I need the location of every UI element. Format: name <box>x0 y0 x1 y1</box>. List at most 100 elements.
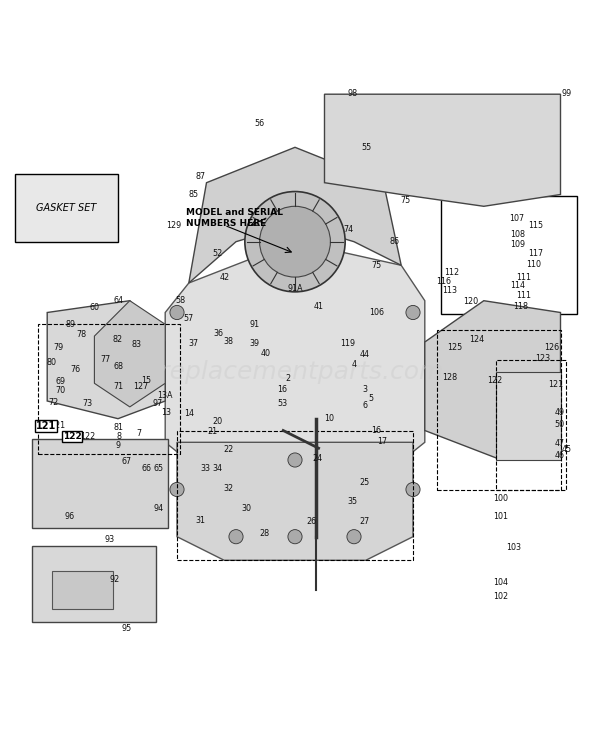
Text: 125: 125 <box>447 343 462 352</box>
Text: 77: 77 <box>100 355 110 364</box>
Text: 34: 34 <box>212 464 222 473</box>
Text: 95: 95 <box>122 623 132 632</box>
Text: 75: 75 <box>401 196 411 205</box>
Text: 109: 109 <box>510 240 526 249</box>
FancyBboxPatch shape <box>15 174 118 241</box>
Text: 112: 112 <box>444 268 459 277</box>
Text: 85: 85 <box>188 190 199 199</box>
Text: 13A: 13A <box>158 391 173 400</box>
Circle shape <box>347 530 361 544</box>
Text: 99: 99 <box>561 88 572 97</box>
Text: 32: 32 <box>224 484 234 493</box>
Text: 114: 114 <box>510 282 526 291</box>
Text: 108: 108 <box>510 230 526 239</box>
Text: 4: 4 <box>352 360 356 369</box>
Text: 64: 64 <box>113 296 123 305</box>
Text: 111: 111 <box>516 273 532 282</box>
Text: 94: 94 <box>153 504 163 513</box>
Polygon shape <box>189 147 401 283</box>
Text: 91: 91 <box>250 319 260 329</box>
Text: 129: 129 <box>166 221 182 230</box>
Polygon shape <box>425 301 560 460</box>
Text: GASKET SET: GASKET SET <box>36 203 97 212</box>
Text: 2: 2 <box>286 374 290 383</box>
Text: 96: 96 <box>64 511 75 521</box>
Text: 46: 46 <box>555 451 564 460</box>
Text: 70: 70 <box>55 386 65 395</box>
Text: 101: 101 <box>493 511 508 521</box>
Text: 74: 74 <box>343 225 353 234</box>
Text: 16: 16 <box>372 426 381 435</box>
Circle shape <box>170 482 184 496</box>
Text: 6: 6 <box>362 401 367 410</box>
Text: 37: 37 <box>188 339 199 348</box>
Polygon shape <box>496 372 560 460</box>
Text: 68: 68 <box>113 363 123 372</box>
Text: 15: 15 <box>141 376 152 385</box>
Polygon shape <box>165 241 425 490</box>
Text: 110: 110 <box>526 259 542 269</box>
Text: 56: 56 <box>254 119 265 129</box>
Text: 50: 50 <box>554 420 565 429</box>
Text: 122: 122 <box>487 376 502 385</box>
Text: 60: 60 <box>90 303 99 312</box>
FancyBboxPatch shape <box>32 545 156 622</box>
Circle shape <box>288 453 302 467</box>
Text: 33: 33 <box>201 464 210 473</box>
Text: 38: 38 <box>224 337 234 346</box>
Text: 52: 52 <box>212 249 222 258</box>
Text: 78: 78 <box>76 331 87 340</box>
Text: 79: 79 <box>54 343 64 352</box>
Text: 3: 3 <box>362 385 367 394</box>
Text: 28: 28 <box>259 529 270 538</box>
Text: 81: 81 <box>113 423 123 432</box>
Text: 47: 47 <box>554 439 565 448</box>
Text: 13: 13 <box>162 409 171 418</box>
Text: 31: 31 <box>196 516 205 525</box>
Text: 36: 36 <box>214 328 223 337</box>
Text: ereplacementparts.com: ereplacementparts.com <box>145 360 445 383</box>
Text: 87: 87 <box>195 172 206 181</box>
Text: MODEL and SERIAL
NUMBERS HERE: MODEL and SERIAL NUMBERS HERE <box>186 208 283 228</box>
Text: 97: 97 <box>153 400 163 409</box>
Circle shape <box>245 192 345 292</box>
Text: 117: 117 <box>528 249 543 258</box>
Text: 9: 9 <box>116 441 120 450</box>
Text: 17: 17 <box>377 437 388 446</box>
Text: 124: 124 <box>469 334 484 343</box>
Text: 113: 113 <box>442 285 457 294</box>
Text: 89: 89 <box>65 319 76 329</box>
Text: 7: 7 <box>136 429 141 438</box>
Text: 118: 118 <box>513 302 528 311</box>
Text: 49: 49 <box>554 409 565 418</box>
Circle shape <box>170 305 184 319</box>
Text: 116: 116 <box>436 277 451 286</box>
Text: 119: 119 <box>340 339 356 348</box>
Text: 76: 76 <box>70 366 81 374</box>
Text: 98: 98 <box>348 88 358 97</box>
Text: 58: 58 <box>175 296 185 305</box>
Text: 55: 55 <box>362 143 372 152</box>
FancyBboxPatch shape <box>32 439 168 528</box>
Text: 20: 20 <box>212 417 222 426</box>
Text: 106: 106 <box>369 308 384 317</box>
Text: 127: 127 <box>133 382 148 391</box>
Text: 72: 72 <box>48 398 58 406</box>
Text: 41: 41 <box>314 302 323 311</box>
Text: 122: 122 <box>80 432 95 441</box>
Text: 45: 45 <box>561 445 572 454</box>
Text: 39: 39 <box>250 339 260 348</box>
Text: 26: 26 <box>306 517 317 527</box>
Text: 86: 86 <box>389 237 399 246</box>
Text: 65: 65 <box>153 464 163 473</box>
FancyBboxPatch shape <box>441 195 577 314</box>
Circle shape <box>406 305 420 319</box>
Text: 5: 5 <box>368 394 373 403</box>
Polygon shape <box>177 442 413 560</box>
Text: 121: 121 <box>36 421 56 431</box>
Text: 8: 8 <box>117 432 122 441</box>
Text: 14: 14 <box>184 409 194 418</box>
Text: 103: 103 <box>506 543 521 552</box>
Text: 92: 92 <box>110 574 120 584</box>
Text: 24: 24 <box>312 454 323 464</box>
